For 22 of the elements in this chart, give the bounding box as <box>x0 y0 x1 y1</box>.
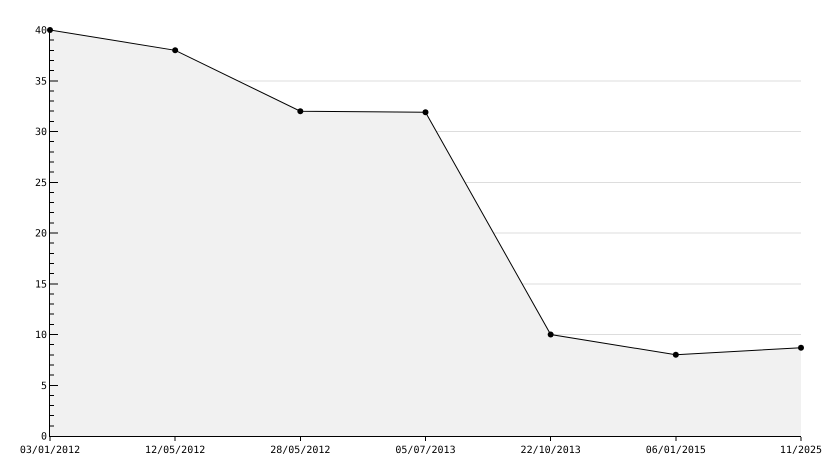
point <box>422 109 428 116</box>
y-tick-label: 5 <box>40 380 47 392</box>
x-tick-label: 12/05/2012 <box>145 445 206 456</box>
point <box>548 332 554 338</box>
y-tick-label: 10 <box>34 330 47 341</box>
y-tick-label: 30 <box>34 127 47 138</box>
y-tick-label: 25 <box>34 178 47 189</box>
point <box>172 47 178 54</box>
x-tick-label: 22/10/2013 <box>520 445 581 456</box>
y-tick-label: 15 <box>34 279 47 290</box>
point <box>798 344 804 351</box>
point <box>672 352 679 358</box>
x-tick-label: 28/05/2012 <box>270 445 330 456</box>
y-tick-label: 35 <box>34 76 47 88</box>
x-tick-label: 03/01/2012 <box>20 445 80 456</box>
point <box>297 108 304 114</box>
y-tick-label: 0 <box>40 432 47 442</box>
x-tick-label: 11/2025 <box>780 445 822 456</box>
x-tick-label: 06/01/2015 <box>646 445 706 456</box>
y-tick-label: 20 <box>34 228 47 240</box>
y-tick-label: 40 <box>34 26 47 36</box>
x-tick-label: 05/07/2013 <box>395 445 456 456</box>
